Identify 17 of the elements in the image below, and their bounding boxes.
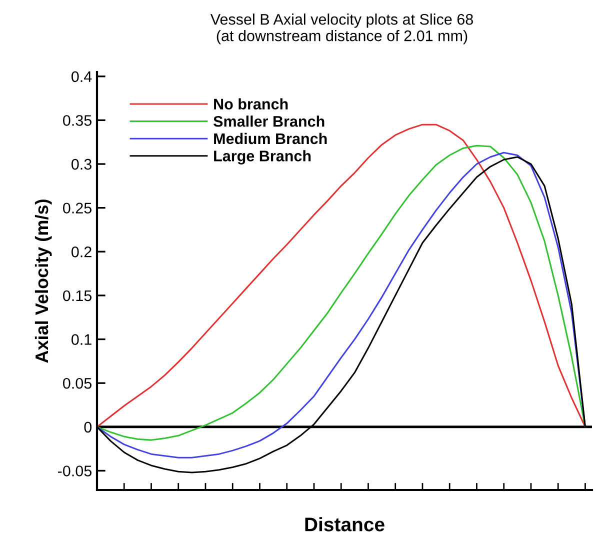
legend-label: Medium Branch (214, 132, 327, 144)
legend-label: Smaller Branch (213, 116, 324, 127)
y-tick-label: 0.3 (72, 158, 92, 170)
y-tick-label: -0.05 (58, 466, 92, 476)
y-tick-label: 0.15 (63, 290, 92, 302)
x-axis-title: Distance (305, 517, 384, 532)
y-tick-label: 0.1 (72, 334, 92, 345)
y-axis-title: Axial Velocity (m/s) (34, 200, 52, 363)
y-tick-label: 0 (84, 422, 92, 433)
y-tick-label: 0.05 (63, 378, 92, 389)
legend-label: No branch (214, 98, 288, 110)
legend-label: Large Branch (214, 150, 311, 164)
y-tick-label: 0.2 (72, 246, 92, 258)
y-tick-label: 0.4 (72, 71, 92, 82)
y-tick-label: 0.35 (63, 115, 92, 126)
chart-title: Vessel B Axial velocity plots at Slice 68 (at downstream distance of 2.01 mm) (210, 14, 473, 44)
y-tick-label: 0.25 (63, 202, 92, 214)
